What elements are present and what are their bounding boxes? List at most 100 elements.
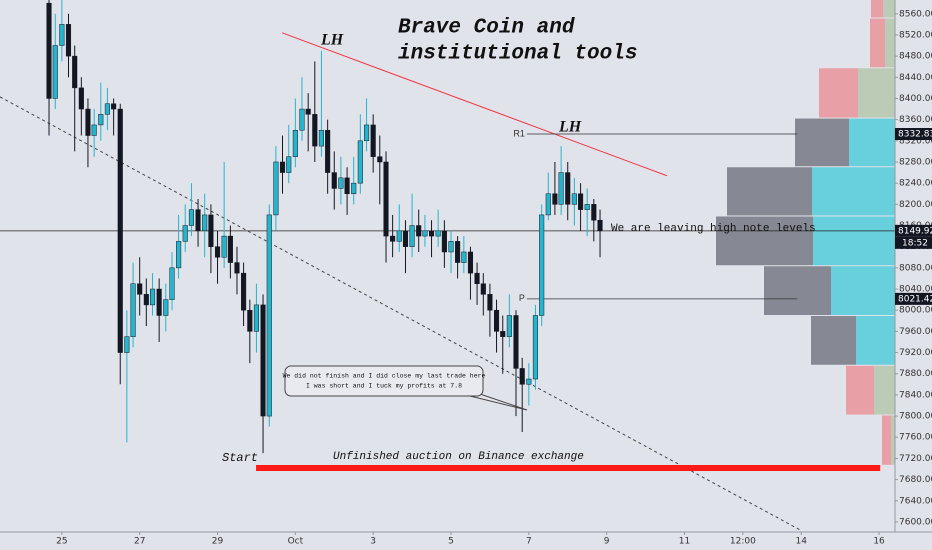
profile-up: [813, 216, 895, 266]
candle-body: [344, 177, 350, 194]
y-tick-label: 8400.00: [899, 94, 932, 104]
y-tick-label: 7840.00: [899, 390, 932, 400]
y-tick-label: 8480.00: [899, 52, 932, 62]
note-text: We are leaving high note levels: [611, 223, 816, 235]
callout-box: [284, 365, 484, 397]
y-tick-label: 7640.00: [899, 496, 932, 506]
candle-body: [584, 204, 590, 210]
lh-label: LH: [320, 32, 344, 49]
candle-body: [85, 108, 91, 136]
y-tick-label: 8000.00: [899, 306, 932, 316]
candle-body: [59, 24, 65, 46]
profile-up: [874, 365, 895, 415]
candle-body: [117, 108, 123, 353]
profile-up: [883, 0, 895, 18]
axes: 7600.00 7640.00 7680.00 7720.00 7760.00 7800.…: [56, 9, 932, 547]
x-tick-label: 12:00: [730, 537, 756, 547]
candle-body: [149, 288, 156, 306]
x-tick-label: 11: [679, 537, 690, 547]
callout: We did not finish and I did close my las…: [283, 365, 528, 411]
candle-body: [487, 294, 493, 311]
callout-text: I was short and I tuck my profits at 7.8: [306, 383, 462, 390]
candle-body: [260, 304, 266, 417]
candle-body: [182, 225, 188, 242]
profile-up: [858, 68, 895, 118]
profile-up: [856, 315, 895, 365]
profile-down: [716, 216, 813, 266]
profile-up: [831, 266, 895, 315]
candle-body: [169, 267, 175, 300]
y-tick-label: 7880.00: [899, 369, 932, 379]
candle-body: [202, 214, 208, 232]
candle-body: [500, 331, 506, 337]
x-tick-label: 25: [56, 537, 67, 547]
candle-body: [474, 272, 480, 284]
candle-body: [493, 309, 500, 332]
y-tick-label: 8240.00: [899, 179, 932, 189]
candle-body: [286, 156, 292, 173]
x-tick-label: 3: [370, 537, 376, 547]
candle-body: [409, 225, 415, 247]
x-tick-label: 14: [795, 537, 807, 547]
profile-down: [727, 167, 812, 216]
profile-down: [871, 0, 883, 18]
candle-body: [130, 283, 136, 337]
candle-body: [279, 161, 286, 173]
candle-body: [402, 230, 409, 247]
callout-text: We did not finish and I did close my las…: [283, 373, 486, 380]
candle-body: [370, 124, 376, 157]
candle-body: [208, 214, 214, 247]
candle-body: [532, 315, 538, 380]
candle-body: [78, 87, 84, 110]
y-tick-label: 7960.00: [899, 327, 932, 337]
candle-body: [65, 24, 72, 57]
candle-body: [253, 304, 259, 332]
candle-body: [338, 177, 344, 189]
profile-up: [849, 118, 895, 167]
candle-body: [578, 193, 584, 210]
candle-body: [318, 129, 324, 147]
candle-body: [72, 55, 78, 89]
candle-body: [214, 246, 221, 258]
trend-line: [281, 32, 668, 177]
profile-down: [764, 266, 831, 315]
level-price-text: 8332.83: [898, 130, 932, 140]
profile-up: [885, 18, 895, 68]
candle-body: [480, 283, 486, 295]
candle-body: [241, 272, 247, 311]
title-line: institutional tools: [398, 43, 637, 66]
candle-body: [143, 294, 149, 306]
level-price-text: 8021.42: [898, 294, 932, 304]
plot: R1 P: [0, 0, 895, 531]
candle-body: [513, 315, 519, 369]
candle-body: [565, 172, 571, 205]
candle-body: [390, 235, 396, 242]
candle-body: [111, 103, 117, 110]
profile-up: [812, 167, 895, 216]
candle-body: [591, 204, 597, 221]
candle-body: [91, 124, 97, 136]
start-text: Start: [222, 451, 258, 465]
candle-body: [526, 378, 532, 385]
x-tick-label: 29: [212, 537, 224, 547]
candle-body: [351, 182, 357, 194]
candle-body: [266, 214, 272, 417]
level-price-box: [895, 128, 932, 141]
callout-pointer: [469, 393, 528, 411]
candle-body: [461, 251, 467, 263]
x-tick-label: 5: [448, 537, 454, 547]
candle-body: [435, 230, 441, 237]
candle-body: [156, 288, 162, 316]
volume-profile: [716, 0, 895, 465]
lh-label: LH: [558, 119, 582, 136]
y-tick-label: 8560.00: [899, 9, 932, 19]
candle-body: [98, 114, 104, 126]
candle-body: [539, 214, 545, 316]
profile-down: [846, 365, 874, 415]
last-price-box: [895, 224, 932, 237]
y-tick-label: 8280.00: [899, 157, 932, 167]
candle-body: [124, 336, 130, 353]
y-tick-label: 7600.00: [899, 517, 932, 527]
